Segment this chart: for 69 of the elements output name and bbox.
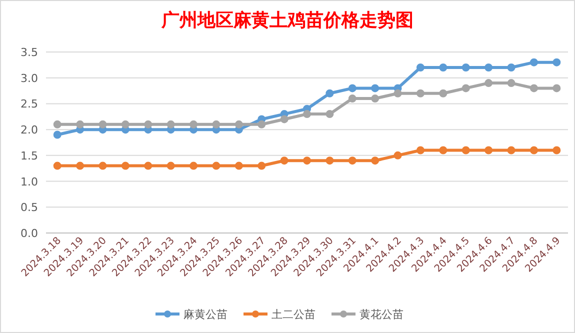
point	[552, 146, 561, 154]
point	[484, 146, 493, 154]
y-tick-label: 2.5	[20, 98, 38, 111]
point	[326, 110, 334, 118]
point	[371, 84, 380, 92]
point	[416, 89, 424, 98]
point	[371, 94, 380, 103]
point	[507, 64, 516, 72]
point	[462, 84, 470, 92]
point	[234, 120, 243, 128]
point	[416, 64, 424, 72]
point	[121, 120, 130, 128]
legend-label: 土二公苗	[272, 308, 316, 321]
point	[326, 89, 334, 98]
y-tick-label: 0.0	[20, 227, 38, 240]
point	[552, 84, 561, 92]
y-tick-label: 2.0	[20, 124, 38, 137]
point	[348, 94, 356, 103]
point	[484, 79, 493, 88]
point	[462, 146, 470, 154]
point	[484, 64, 493, 72]
point	[552, 58, 561, 66]
point	[121, 162, 130, 170]
point	[530, 58, 538, 66]
y-tick-label: 0.5	[20, 201, 38, 214]
point	[439, 146, 448, 154]
point	[166, 120, 175, 128]
point	[416, 146, 424, 154]
point	[76, 162, 84, 170]
point	[166, 162, 175, 170]
point	[348, 156, 356, 165]
point	[530, 146, 538, 154]
y-tick-label: 3.5	[20, 46, 38, 59]
point	[76, 120, 84, 128]
point	[258, 120, 266, 128]
point	[371, 156, 380, 165]
point	[212, 120, 220, 128]
point	[439, 89, 448, 98]
y-tick-label: 3.0	[20, 72, 38, 85]
legend-label: 麻黄公苗	[184, 308, 228, 321]
point	[98, 120, 107, 128]
point	[530, 84, 538, 92]
point	[190, 162, 198, 170]
legend-label: 黄花公苗	[360, 308, 404, 321]
chart-title: 广州地区麻黄土鸡苗价格走势图	[160, 10, 414, 31]
point	[190, 120, 198, 128]
point	[234, 162, 243, 170]
point	[507, 79, 516, 88]
point	[394, 89, 402, 98]
point	[439, 64, 448, 72]
point	[258, 162, 266, 170]
point	[348, 84, 356, 92]
y-tick-label: 1.0	[20, 175, 38, 188]
point	[507, 146, 516, 154]
point	[394, 151, 402, 160]
point	[462, 64, 470, 72]
y-tick-label: 1.5	[20, 149, 38, 162]
point	[144, 162, 152, 170]
point	[53, 130, 62, 139]
point	[53, 120, 62, 128]
point	[303, 156, 311, 165]
point	[144, 120, 152, 128]
point	[212, 162, 220, 170]
point	[98, 162, 107, 170]
point	[280, 156, 288, 165]
point	[280, 115, 288, 124]
point	[53, 162, 62, 170]
point	[303, 110, 311, 118]
point	[326, 156, 334, 165]
